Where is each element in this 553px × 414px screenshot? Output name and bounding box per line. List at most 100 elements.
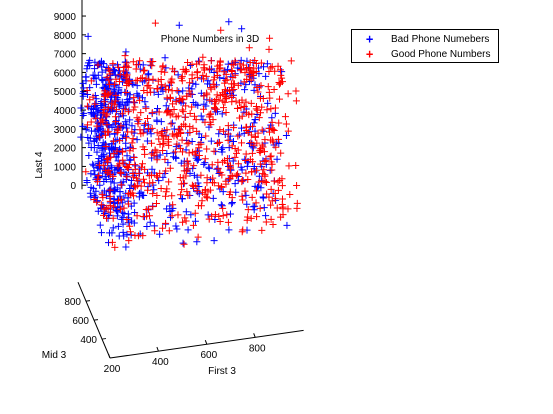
data-point <box>189 124 197 132</box>
data-point <box>194 233 202 241</box>
data-point <box>120 204 128 212</box>
data-point <box>200 105 208 113</box>
data-point <box>172 222 180 230</box>
data-point <box>284 90 292 98</box>
data-point <box>105 229 113 237</box>
data-point <box>190 162 198 170</box>
data-point <box>253 106 261 114</box>
data-point <box>100 211 108 219</box>
data-point <box>114 222 122 230</box>
data-point <box>153 192 161 200</box>
data-point <box>211 211 219 219</box>
x-tick <box>253 333 256 338</box>
data-point <box>231 153 239 161</box>
data-point <box>140 67 148 75</box>
data-point <box>233 104 241 112</box>
data-point <box>98 144 106 152</box>
data-point <box>198 197 206 205</box>
data-point <box>90 162 98 170</box>
data-point <box>231 144 239 152</box>
data-point <box>275 79 283 87</box>
z-tick-label: 1000 <box>54 162 77 173</box>
data-point <box>185 87 193 95</box>
data-point <box>83 177 91 185</box>
data-point <box>260 204 268 212</box>
data-point <box>112 118 120 126</box>
data-point <box>148 150 156 158</box>
z-tick-label: 6000 <box>54 68 77 79</box>
data-point <box>167 79 175 87</box>
data-point <box>222 87 230 95</box>
y-tick-label: 800 <box>64 297 81 308</box>
data-point <box>188 137 196 145</box>
data-point <box>231 57 239 65</box>
data-point <box>268 166 276 174</box>
data-point <box>110 179 118 187</box>
data-point <box>194 155 202 163</box>
data-point <box>210 76 218 84</box>
data-point <box>227 80 235 88</box>
data-point <box>83 121 91 129</box>
data-point <box>167 213 175 221</box>
data-point <box>278 175 286 183</box>
data-point <box>139 143 147 151</box>
data-point <box>270 86 278 94</box>
data-point <box>148 165 156 173</box>
data-point <box>255 147 263 155</box>
data-point <box>237 124 245 132</box>
data-point <box>181 214 189 222</box>
data-point <box>130 98 138 106</box>
data-point <box>187 211 195 219</box>
data-point <box>170 105 178 113</box>
data-point <box>99 194 107 202</box>
data-point <box>93 148 101 156</box>
data-point <box>107 208 115 216</box>
data-point <box>210 147 218 155</box>
data-point <box>292 161 300 169</box>
data-point <box>108 238 116 246</box>
data-point <box>244 175 252 183</box>
data-point <box>124 89 132 97</box>
data-point <box>260 166 268 174</box>
data-point <box>124 200 132 208</box>
data-point <box>122 243 130 251</box>
data-point <box>293 182 301 190</box>
data-point <box>164 138 172 146</box>
data-point <box>242 156 250 164</box>
data-point <box>186 109 194 117</box>
data-point <box>235 131 243 139</box>
data-point <box>122 134 130 142</box>
data-point <box>266 94 274 102</box>
data-point <box>182 66 190 74</box>
x-tick-label: 800 <box>249 343 266 354</box>
data-point <box>267 105 275 113</box>
data-point <box>168 119 176 127</box>
data-point <box>153 156 161 164</box>
z-tick-label: 7000 <box>54 50 77 61</box>
data-point <box>133 114 141 122</box>
data-point <box>162 219 170 227</box>
data-point <box>262 156 270 164</box>
data-point <box>93 178 101 186</box>
data-point <box>248 110 256 118</box>
data-point <box>263 60 271 68</box>
data-point <box>162 188 170 196</box>
data-point <box>174 211 182 219</box>
data-point <box>223 76 231 84</box>
data-point <box>141 120 149 128</box>
data-point <box>161 192 169 200</box>
data-point <box>279 195 287 203</box>
data-point <box>173 225 181 233</box>
data-point <box>271 104 279 112</box>
data-point <box>184 165 192 173</box>
data-point <box>277 149 285 157</box>
data-point <box>251 133 259 141</box>
data-point <box>116 188 124 196</box>
data-point <box>92 102 100 110</box>
data-point <box>221 131 229 139</box>
data-point <box>243 200 251 208</box>
data-point <box>95 161 103 169</box>
data-point <box>91 100 99 108</box>
data-point <box>225 190 233 198</box>
data-point <box>248 68 256 76</box>
